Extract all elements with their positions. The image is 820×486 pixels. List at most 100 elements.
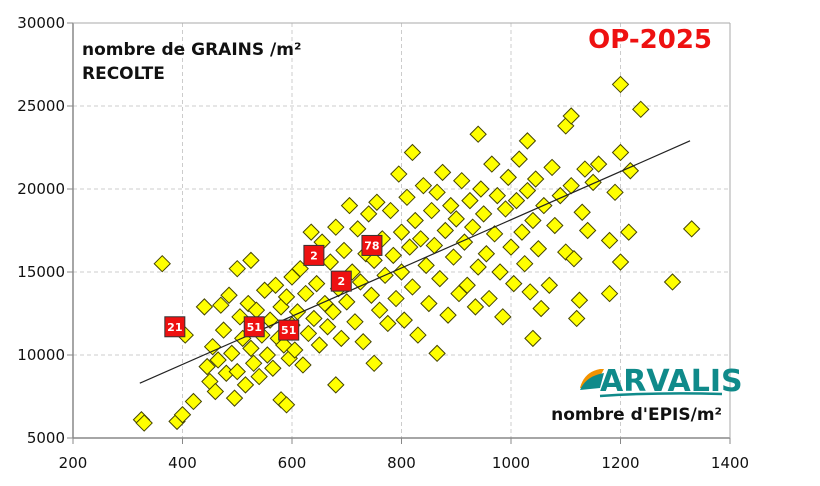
data-point <box>225 389 244 407</box>
data-point <box>209 351 227 369</box>
data-point <box>611 253 630 271</box>
data-point <box>524 211 542 230</box>
data-point <box>242 251 260 270</box>
data-point <box>414 176 433 195</box>
data-point <box>228 362 246 381</box>
data-point <box>496 200 515 218</box>
data-point <box>621 162 640 180</box>
data-point <box>307 274 326 293</box>
data-point <box>469 258 487 276</box>
labeled-point-label: 2 <box>337 275 345 288</box>
data-point <box>620 223 638 241</box>
data-point <box>203 337 222 356</box>
data-point <box>600 284 619 303</box>
chart-title: OP-2025 <box>588 25 712 55</box>
data-point <box>611 75 630 94</box>
data-point <box>338 293 356 311</box>
data-point <box>392 263 411 281</box>
y-tick-label: 25000 <box>17 97 65 115</box>
data-point <box>362 286 381 304</box>
data-point <box>239 294 257 313</box>
data-point <box>442 196 460 215</box>
data-point <box>212 296 230 314</box>
data-point <box>428 344 446 363</box>
data-point <box>417 256 435 275</box>
trendline-segment <box>139 140 691 384</box>
data-point <box>324 303 342 321</box>
data-point <box>606 183 624 202</box>
data-point <box>379 314 397 333</box>
data-point <box>242 339 260 358</box>
data-point <box>332 329 350 348</box>
data-point <box>529 240 548 258</box>
labeled-point-marker <box>243 316 265 338</box>
data-point <box>381 201 400 220</box>
data-point <box>540 276 559 294</box>
data-point <box>632 100 650 119</box>
trendline <box>139 140 691 384</box>
data-point <box>543 158 561 177</box>
data-point <box>195 298 214 316</box>
data-point <box>220 286 238 304</box>
data-point <box>488 186 507 205</box>
labeled-point-marker <box>164 316 186 338</box>
data-point <box>346 313 364 331</box>
data-point <box>387 289 405 308</box>
x-axis-title: nombre d'EPIS/m² <box>551 405 722 425</box>
data-point <box>518 132 537 150</box>
data-point <box>518 181 537 200</box>
data-point <box>277 396 296 414</box>
data-point <box>499 168 517 187</box>
labeled-points: 21 51 51 2 2 78 <box>164 234 383 341</box>
data-point <box>403 278 422 296</box>
data-point <box>505 274 523 293</box>
data-point <box>368 193 386 211</box>
x-tick-label: 200 <box>59 454 88 472</box>
labeled-point-marker <box>278 319 300 341</box>
data-point <box>447 210 465 228</box>
data-point <box>384 246 402 265</box>
data-point <box>513 223 531 241</box>
data-point <box>422 201 441 220</box>
data-point <box>491 263 509 281</box>
data-point <box>567 309 586 328</box>
labeled-point-label: 78 <box>364 239 379 252</box>
y-tick-label: 30000 <box>17 14 65 32</box>
data-point <box>335 241 353 260</box>
data-point <box>340 196 359 215</box>
data-point <box>584 173 602 192</box>
data-point <box>463 218 482 236</box>
data-point <box>510 150 528 168</box>
labeled-point-label: 2 <box>310 249 318 262</box>
data-point <box>244 354 263 373</box>
data-point <box>214 321 233 339</box>
data-point <box>611 143 630 162</box>
data-point <box>565 250 583 268</box>
data-point <box>302 223 320 241</box>
data-point <box>526 170 545 188</box>
data-point <box>483 155 501 173</box>
gridlines <box>73 23 730 438</box>
data-point <box>411 230 430 248</box>
labeled-point-marker <box>330 270 352 292</box>
data-point <box>365 251 383 270</box>
data-point <box>153 254 171 273</box>
data-point <box>494 308 512 326</box>
data-point <box>403 143 422 162</box>
x-tick-label: 1400 <box>711 454 749 472</box>
arvalis-logo: ARVALIS <box>580 364 743 399</box>
labeled-point-label: 51 <box>281 324 296 337</box>
data-point <box>573 203 591 221</box>
labeled-point-label: 51 <box>247 321 262 334</box>
data-point <box>286 341 304 359</box>
data-point <box>398 188 416 207</box>
data-point <box>294 356 312 374</box>
data-point <box>299 324 318 343</box>
data-point <box>406 211 424 230</box>
labeled-point-label: 21 <box>167 321 182 334</box>
data-point <box>682 220 701 238</box>
data-point <box>296 284 315 303</box>
data-point <box>184 392 203 411</box>
data-point <box>576 160 594 178</box>
